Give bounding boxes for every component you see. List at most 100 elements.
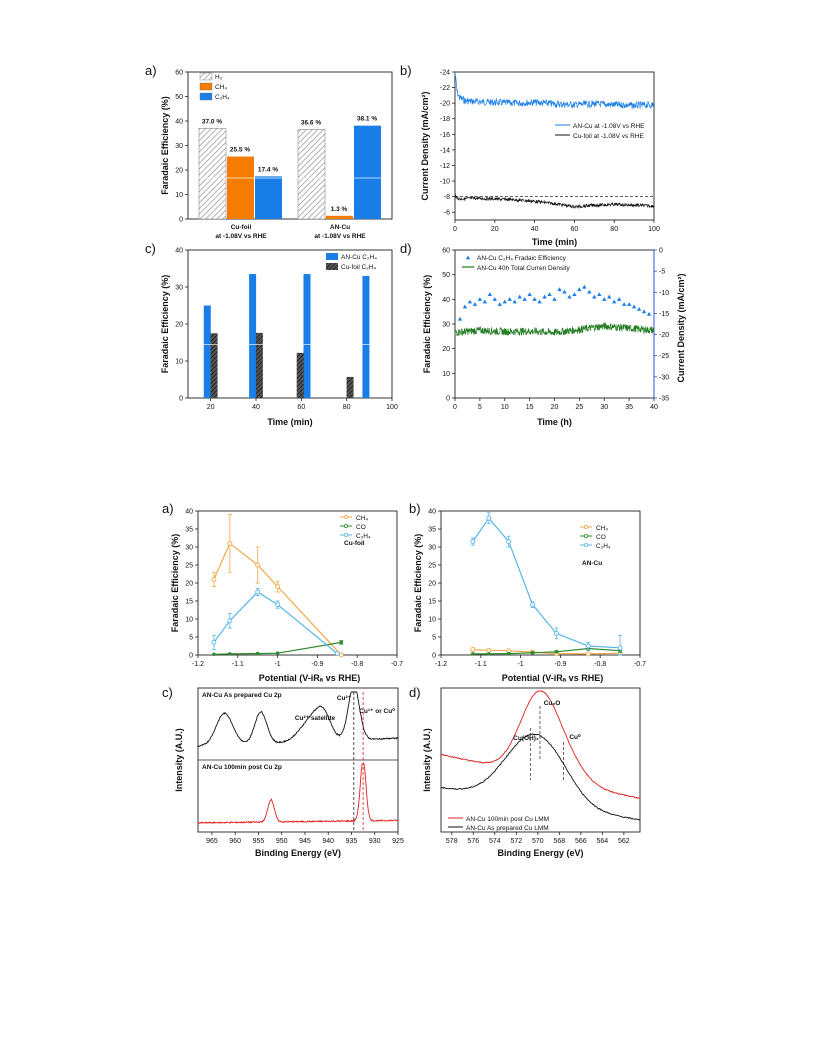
y-axis-title: Faradaic Efficiency (%): [413, 534, 423, 633]
panel-label: c): [162, 685, 173, 700]
data-point: [552, 297, 557, 301]
bar: [346, 376, 354, 398]
data-point: [339, 640, 344, 645]
bar: [210, 333, 218, 398]
chart-fig2c: c) 965 960 955 950 945 940 935 930 925 Binding Ene…: [162, 685, 404, 858]
data-point: [553, 630, 559, 636]
data-point: [275, 602, 281, 608]
x-tick-label: 965: [206, 838, 218, 845]
spectrum-line: [197, 691, 399, 748]
bar-value-label: 38.1 %: [357, 116, 377, 123]
x-axis-title: Binding Energy (eV): [497, 848, 583, 858]
chart-fig1b: b) 0 20 40 60 80 100 -24 -22 -20 -18 -16 -14 -12 -10 -8…: [400, 63, 660, 247]
x-tick-label: -0.8: [594, 661, 606, 668]
y2-tick-label: -25: [659, 353, 669, 360]
bar-value-label: 17.4 %: [258, 166, 278, 173]
legend-label: CH₄: [356, 515, 368, 522]
x-tick-label: 566: [575, 838, 587, 845]
data-point: [338, 652, 344, 658]
y-tick-label: 10: [185, 617, 193, 624]
x-tick-label: 568: [553, 838, 565, 845]
data-point: [471, 652, 475, 656]
x-tick-label: 935: [346, 838, 358, 845]
data-point: [507, 297, 512, 301]
legend-label: AN-Cu 40h Total Curren Density: [477, 265, 570, 272]
data-point: [470, 647, 476, 653]
data-point: [537, 299, 542, 304]
y-tick-label: 60: [442, 248, 450, 255]
y-tick-label: 0: [446, 396, 450, 403]
legend-label: CO: [596, 534, 606, 541]
spectrum-line: [440, 690, 641, 799]
bar: [203, 305, 211, 398]
y-axis-title: Faradaic Efficiency (%): [422, 275, 432, 374]
panel-annotation: AN-Cu: [582, 560, 602, 567]
legend-label: AN-Cu at -1.08V vs RHE: [573, 123, 645, 130]
x-tick-label: 25: [575, 404, 583, 411]
x-tick-label: -0.9: [554, 661, 566, 668]
y-tick-label: -18: [440, 116, 450, 123]
y-tick-label: 15: [185, 599, 193, 606]
data-point: [470, 539, 476, 545]
legend-marker: [343, 533, 348, 538]
bar-value-label: 1.3 %: [331, 206, 348, 213]
x-axis-title: Time (min): [532, 237, 577, 247]
panel-annotation: Cu-foil: [344, 540, 365, 547]
y-tick-label: 10: [442, 371, 450, 378]
spectrum-line: [440, 733, 641, 821]
data-point: [617, 645, 623, 651]
bar: [303, 274, 311, 398]
y-tick-label: 5: [189, 635, 193, 642]
legend-label: H₂: [215, 74, 223, 81]
y-tick-label: 0: [432, 653, 436, 660]
y-tick-label: -8: [444, 194, 450, 201]
data-point: [227, 618, 233, 624]
y-tick-label: 20: [442, 346, 450, 353]
legend-label: AN-Cu 100min post Cu LMM: [466, 816, 549, 823]
legend-marker: [584, 525, 589, 530]
chart-fig1a: a) 0 10 20 30 40 50 60 Faradaic Efficiency (%) 37…: [145, 63, 393, 240]
peak-annotation: Cu₂O: [544, 700, 561, 707]
category-label: AN-Cu: [330, 224, 350, 231]
data-point: [255, 651, 260, 656]
data-point: [492, 297, 497, 301]
x-tick-label: 10: [501, 404, 509, 411]
plot-frame: [440, 510, 641, 656]
x-tick-label: 15: [526, 404, 534, 411]
data-point: [482, 299, 488, 304]
spectrum-label: AN-Cu As prepared Cu 2p: [202, 692, 282, 699]
category-label: at -1.08V vs RHE: [215, 233, 267, 240]
data-point: [602, 297, 607, 301]
x-tick-label: -1: [517, 661, 523, 668]
x-tick-label: 35: [625, 404, 633, 411]
chart-fig2d: d) 578 576 574 572 570 568 566 564 562 Binding Ene…: [409, 685, 641, 858]
y2-tick-label: -15: [659, 311, 669, 318]
bar-value-label: 25.5 %: [230, 147, 250, 154]
legend-marker: [343, 524, 348, 529]
legend-swatch: [326, 263, 338, 270]
legend-label: AN-Cu As prepared Cu LMM: [466, 825, 549, 832]
y-axis-title: Intensity (A.U.): [422, 728, 432, 792]
x-tick-label: -1: [274, 661, 280, 668]
y-tick-label: 30: [428, 545, 436, 552]
data-point: [572, 292, 577, 296]
data-point: [557, 287, 562, 292]
series-line: [213, 591, 338, 655]
legend-marker: [343, 515, 348, 520]
x-tick-label: 574: [489, 838, 501, 845]
data-point: [211, 639, 217, 645]
y-tick-label: 0: [179, 217, 183, 224]
spectrum-line: [197, 763, 399, 825]
category-label: Cu-foil: [231, 224, 252, 231]
x-axis-title: Potential (V-iRₐ vs RHE): [502, 673, 603, 683]
bar: [326, 215, 353, 219]
legend-label: C₂H₄: [356, 533, 371, 540]
x-tick-label: 5: [478, 404, 482, 411]
y-tick-label: 10: [428, 617, 436, 624]
series-line: [454, 71, 655, 109]
y2-tick-label: 0: [659, 248, 663, 255]
y-tick-label: -12: [440, 163, 450, 170]
plot-frame: [454, 71, 655, 221]
